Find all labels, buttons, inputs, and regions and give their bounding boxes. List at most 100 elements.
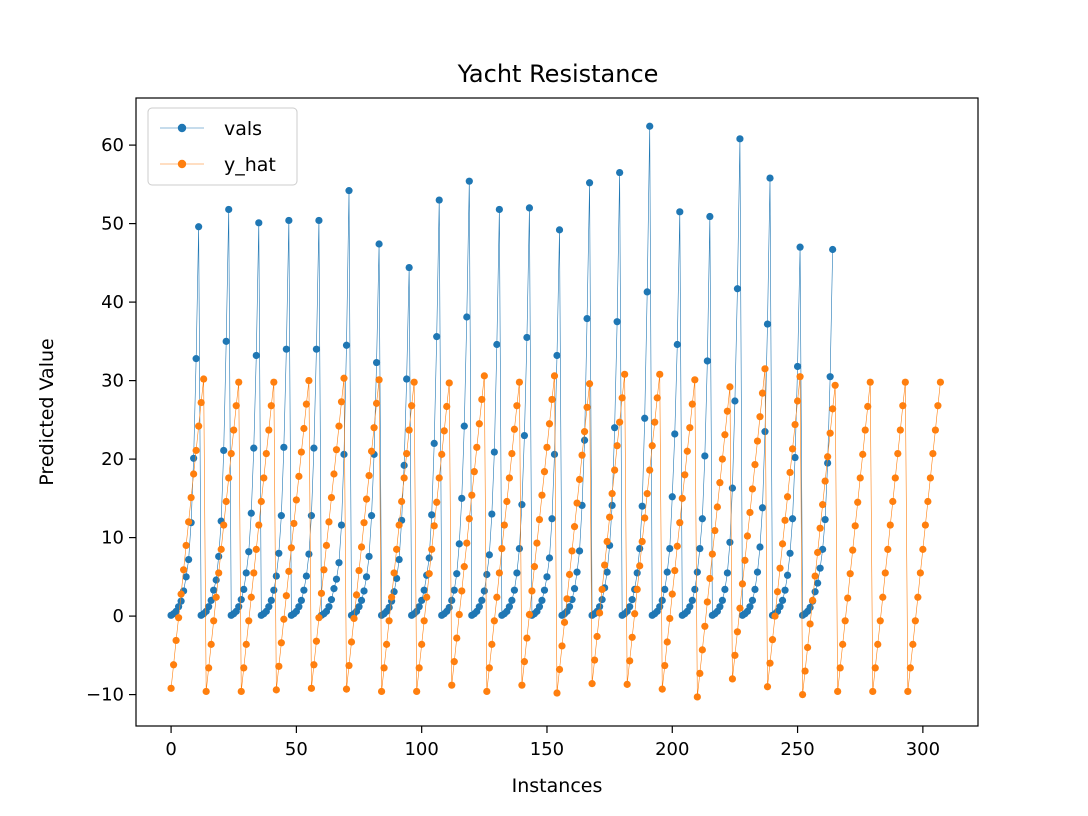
- data-point-vals: [616, 168, 624, 177]
- data-point-y-hat: [783, 493, 792, 501]
- data-point-y-hat: [909, 640, 917, 648]
- data-point-vals: [222, 337, 230, 345]
- data-point-y-hat: [743, 532, 752, 540]
- data-point-vals: [285, 216, 293, 225]
- data-point-vals: [362, 573, 371, 581]
- data-point-y-hat: [225, 474, 233, 482]
- data-point-y-hat: [285, 567, 293, 575]
- data-point-vals: [585, 179, 594, 187]
- data-point-vals: [723, 569, 732, 577]
- data-point-vals: [523, 333, 531, 342]
- data-point-vals: [210, 586, 218, 594]
- data-point-y-hat: [295, 472, 303, 480]
- data-point-y-hat: [558, 642, 566, 650]
- data-point-y-hat: [590, 656, 599, 664]
- data-point-y-hat: [360, 519, 368, 527]
- data-point-y-hat: [804, 643, 812, 652]
- data-point-y-hat: [651, 418, 659, 426]
- data-point-vals: [245, 548, 253, 556]
- data-point-y-hat: [753, 437, 762, 445]
- data-point-y-hat: [413, 687, 421, 696]
- data-point-y-hat: [242, 640, 250, 648]
- x-tick-label: 200: [655, 739, 689, 760]
- data-point-vals: [515, 544, 524, 553]
- data-point-y-hat: [578, 451, 586, 459]
- data-point-y-hat: [565, 570, 574, 579]
- x-axis-label: Instances: [512, 775, 603, 797]
- data-point-vals: [696, 544, 704, 553]
- data-point-y-hat: [550, 372, 559, 380]
- data-point-y-hat: [530, 563, 539, 571]
- data-point-y-hat: [217, 545, 225, 553]
- data-point-vals: [731, 397, 739, 405]
- data-point-y-hat: [493, 593, 501, 601]
- data-point-y-hat: [290, 519, 298, 528]
- data-point-y-hat: [585, 380, 594, 388]
- data-point-y-hat: [713, 503, 721, 511]
- data-point-y-hat: [207, 640, 215, 648]
- data-point-vals: [793, 362, 802, 371]
- data-point-y-hat: [741, 556, 749, 564]
- data-point-vals: [365, 552, 373, 561]
- data-point-y-hat: [859, 450, 867, 458]
- data-point-y-hat: [169, 661, 178, 669]
- data-point-y-hat: [365, 471, 373, 480]
- data-point-vals: [433, 333, 441, 341]
- data-point-vals: [405, 263, 413, 272]
- series-line-y-hat: [170, 368, 941, 697]
- data-point-vals: [701, 452, 709, 460]
- data-point-y-hat: [287, 544, 295, 552]
- data-point-vals: [280, 443, 288, 451]
- data-point-vals: [751, 585, 759, 594]
- data-point-vals: [395, 555, 403, 564]
- data-point-vals: [400, 461, 408, 469]
- data-point-vals: [372, 358, 381, 367]
- data-point-y-hat: [280, 615, 288, 623]
- data-point-y-hat: [525, 610, 534, 619]
- data-point-y-hat: [839, 640, 847, 648]
- data-point-y-hat: [851, 522, 859, 530]
- data-point-vals: [448, 596, 456, 605]
- data-point-vals: [603, 568, 611, 576]
- x-tick-label: 250: [780, 739, 814, 760]
- data-point-y-hat: [200, 375, 208, 383]
- data-point-vals: [693, 568, 701, 576]
- data-point-y-hat: [453, 634, 461, 642]
- data-point-y-hat: [874, 640, 882, 648]
- data-point-y-hat: [425, 570, 433, 578]
- data-point-y-hat: [879, 593, 887, 601]
- data-point-y-hat: [305, 377, 313, 385]
- data-point-y-hat: [222, 497, 230, 506]
- data-point-y-hat: [921, 521, 929, 529]
- data-point-y-hat: [688, 400, 696, 408]
- legend-swatch-vals-marker: [177, 123, 187, 133]
- data-point-vals: [728, 484, 737, 492]
- data-point-vals: [235, 603, 243, 611]
- data-point-vals: [611, 424, 619, 432]
- data-point-y-hat: [232, 402, 240, 410]
- data-point-y-hat: [237, 687, 245, 696]
- data-point-y-hat: [608, 490, 616, 498]
- data-point-y-hat: [766, 659, 774, 667]
- data-point-y-hat: [906, 664, 914, 672]
- data-point-y-hat: [250, 569, 258, 577]
- data-point-y-hat: [621, 370, 629, 378]
- data-point-y-hat: [641, 514, 649, 522]
- data-point-vals: [626, 603, 634, 611]
- data-point-vals: [335, 559, 343, 567]
- data-point-y-hat: [580, 428, 589, 436]
- data-point-y-hat: [380, 664, 388, 672]
- data-point-y-hat: [310, 661, 318, 669]
- data-point-y-hat: [315, 614, 323, 622]
- data-point-y-hat: [347, 638, 356, 646]
- data-point-vals: [302, 572, 310, 580]
- x-tick-label: 50: [285, 739, 308, 760]
- data-point-y-hat: [726, 383, 734, 391]
- series-layer: [167, 122, 945, 701]
- data-point-y-hat: [282, 592, 290, 600]
- data-point-y-hat: [751, 461, 759, 469]
- data-point-y-hat: [824, 453, 832, 461]
- data-point-y-hat: [919, 545, 927, 553]
- data-point-y-hat: [676, 519, 684, 527]
